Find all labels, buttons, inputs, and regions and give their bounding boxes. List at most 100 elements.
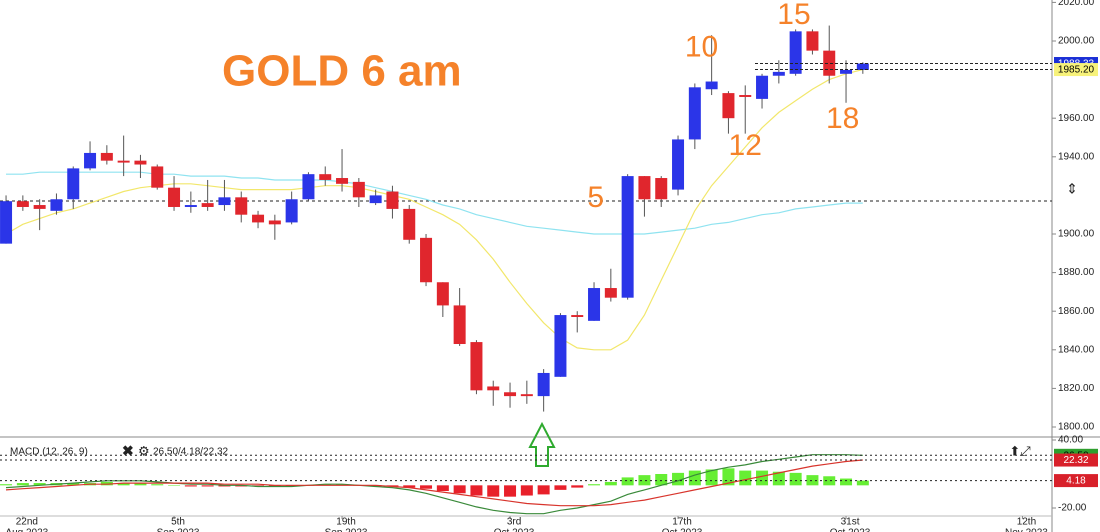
candle-body	[252, 214, 265, 223]
candle-body	[16, 201, 29, 207]
scale-icon[interactable]: ⇕	[1066, 181, 1078, 197]
x-tick-sublabel: Aug 2023	[5, 528, 48, 532]
candle-body	[453, 305, 466, 345]
candle-body	[571, 315, 584, 317]
candle-body	[688, 87, 701, 140]
candle-body	[0, 201, 13, 244]
candle-body	[756, 75, 769, 99]
candle-body	[168, 187, 181, 207]
candle-body	[201, 203, 214, 207]
histogram-bar	[520, 485, 533, 496]
histogram-bar	[554, 485, 567, 490]
candle-body	[672, 139, 685, 190]
value-tag	[1054, 453, 1098, 467]
histogram-bar	[604, 481, 617, 486]
candle-body	[369, 195, 382, 204]
histogram-bar	[184, 485, 197, 487]
value-tag-label: 4.18	[1066, 476, 1086, 487]
candle-body	[772, 71, 785, 76]
histogram-bar	[218, 485, 231, 487]
histogram-bar	[705, 469, 718, 486]
histogram-bar	[33, 483, 46, 486]
histogram-bar	[537, 485, 550, 495]
candle-body	[84, 152, 97, 169]
line	[6, 171, 863, 235]
x-tick-sublabel: Oct 2023	[830, 528, 871, 532]
candle-body	[705, 81, 718, 90]
histogram-bar	[655, 474, 668, 486]
histogram-bar	[856, 480, 869, 486]
x-tick-label: 17th	[672, 517, 691, 528]
candle-body	[655, 178, 668, 200]
histogram-bar	[487, 485, 500, 497]
y-tick-label: 1900.00	[1058, 229, 1095, 240]
candle-body	[789, 31, 802, 74]
value-tag-label: 22.32	[1063, 455, 1088, 466]
value-tag	[1054, 474, 1098, 488]
annotation: 10	[685, 31, 718, 64]
candle-body	[739, 95, 752, 97]
candle-body	[638, 176, 651, 200]
settings-icon[interactable]: ⚙	[138, 443, 150, 458]
x-tick-label: 5th	[171, 517, 185, 528]
histogram-bar	[201, 485, 214, 487]
histogram-bar	[168, 485, 181, 486]
value-tag	[1054, 63, 1098, 77]
value-tag-label: 1985.20	[1058, 65, 1095, 76]
line	[5, 69, 863, 351]
candle-body	[470, 342, 483, 391]
y-tick-label: 1840.00	[1058, 344, 1095, 355]
y-tick-label: 2000.00	[1058, 36, 1095, 47]
candle-body	[487, 386, 500, 391]
candle-body	[403, 208, 416, 240]
x-tick-label: 22nd	[16, 517, 38, 528]
y-tick-label: 1800.00	[1058, 422, 1095, 433]
y-tick-label: 1940.00	[1058, 151, 1095, 162]
histogram-bar	[436, 485, 449, 492]
annotation: 18	[826, 102, 859, 135]
y-tick-label: 1880.00	[1058, 267, 1095, 278]
histogram-bar	[688, 470, 701, 486]
candle-body	[67, 168, 80, 200]
candle-body	[302, 174, 315, 200]
candle-body	[722, 93, 735, 119]
candle-body	[504, 392, 517, 397]
panel-icons[interactable]: ⬆⤢	[1009, 443, 1030, 458]
candle-body	[352, 181, 365, 198]
close-icon[interactable]: ✖	[122, 443, 134, 459]
candle-body	[420, 237, 433, 283]
histogram-bar	[117, 483, 130, 486]
y-tick-label: 40.00	[1058, 435, 1083, 446]
annotation: 15	[777, 0, 810, 31]
x-tick-label: 12th	[1017, 517, 1036, 528]
histogram-bar	[638, 475, 651, 486]
y-tick-label: 2020.00	[1058, 0, 1095, 8]
line	[5, 454, 863, 515]
x-tick-label: 3rd	[507, 517, 521, 528]
macd-readout: 26.50/4.18/22.32	[153, 447, 229, 458]
macd-title: MACD (12, 26, 9)	[10, 447, 88, 458]
histogram-bar	[739, 470, 752, 486]
x-tick-sublabel: Oct 2023	[494, 528, 535, 532]
histogram-bar	[16, 483, 29, 486]
x-tick-sublabel: Nov 2023	[1005, 528, 1048, 532]
y-tick-label: 1860.00	[1058, 306, 1095, 317]
histogram-bar	[151, 484, 164, 486]
candle-body	[621, 176, 634, 298]
candle-body	[117, 160, 130, 163]
histogram-bar	[453, 485, 466, 494]
candle-body	[806, 31, 819, 51]
x-tick-sublabel: Sep 2023	[157, 528, 200, 532]
candle-body	[554, 315, 567, 377]
histogram-bar	[806, 475, 819, 486]
candle-body	[285, 199, 298, 223]
candle-body	[319, 174, 332, 180]
candle-body	[386, 191, 399, 209]
histogram-bar	[470, 485, 483, 496]
y-tick-label: 1820.00	[1058, 383, 1095, 394]
x-tick-label: 19th	[336, 517, 355, 528]
line	[5, 459, 863, 507]
candle-body	[537, 372, 550, 397]
